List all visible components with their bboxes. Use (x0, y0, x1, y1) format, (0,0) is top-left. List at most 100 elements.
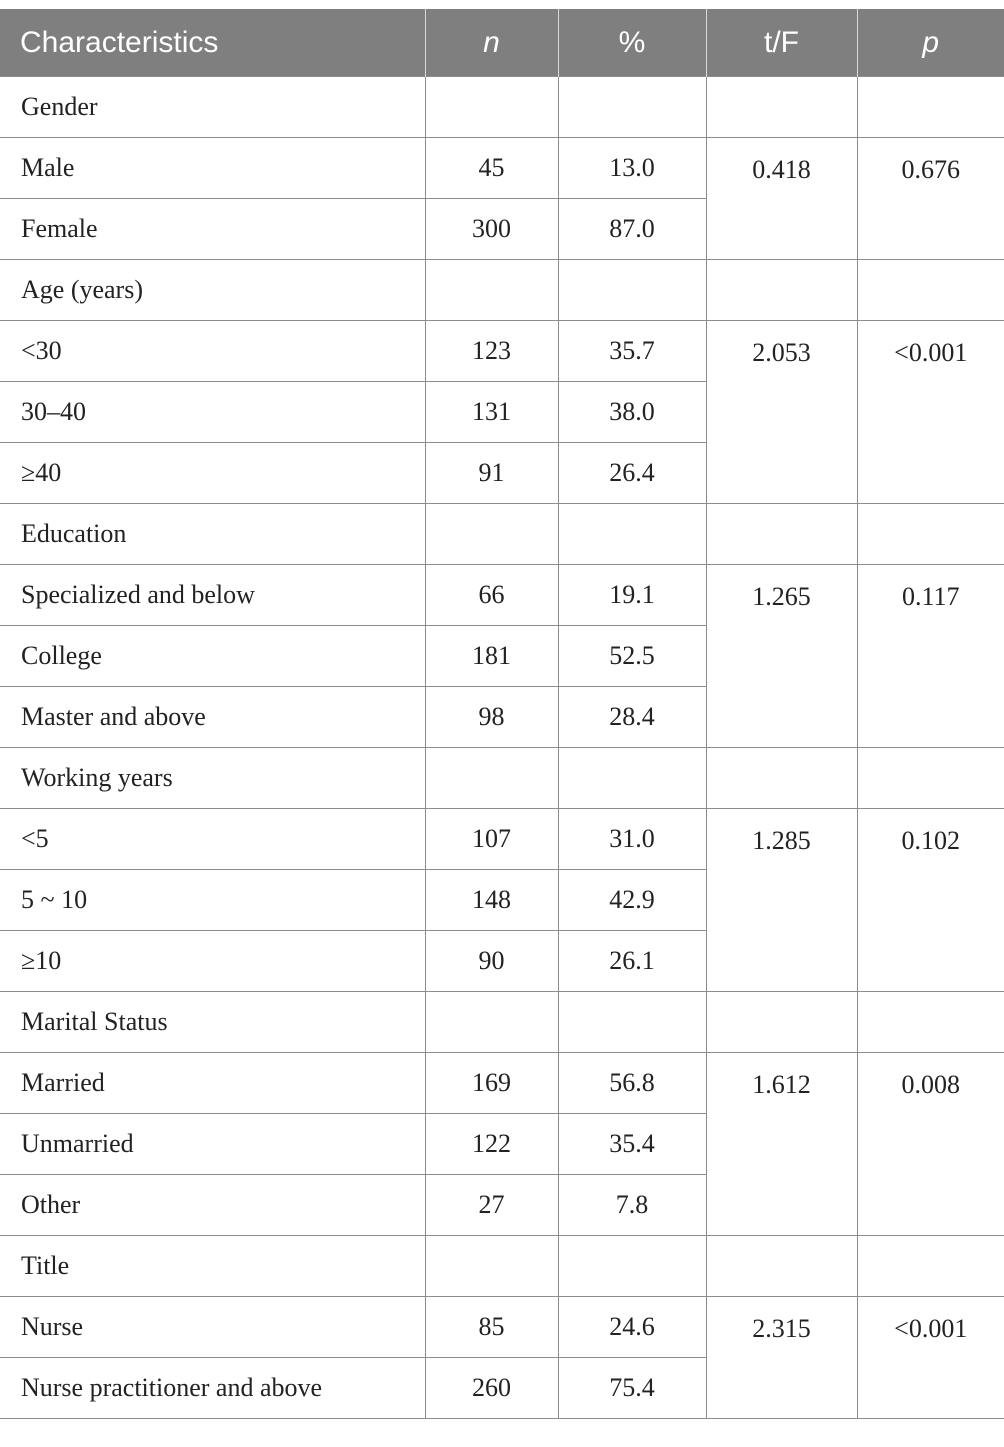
table-body: Gender Male 45 13.0 0.418 0.676 Female 300 87.0 A… (0, 76, 1004, 1419)
group-t-f-value: 2.053 (705, 320, 858, 504)
row-percent: 52.5 (557, 625, 706, 687)
empty-cell (557, 259, 707, 321)
row-n: 181 (424, 625, 559, 687)
row-label: Specialized and below (0, 564, 426, 626)
row-label: 30–40 (0, 381, 426, 443)
row-label: 5 ~ 10 (0, 869, 426, 931)
empty-cell (557, 747, 707, 809)
empty-cell (557, 76, 707, 138)
row-label: Married (0, 1052, 426, 1114)
row-percent: 87.0 (557, 198, 706, 260)
empty-cell (705, 747, 858, 809)
table-row: 30–40 131 38.0 (0, 381, 1004, 443)
row-n: 300 (424, 198, 559, 260)
row-percent: 42.9 (557, 869, 706, 931)
group-t-f-value: 0.418 (705, 137, 858, 260)
row-percent: 24.6 (557, 1296, 707, 1358)
row-n: 131 (424, 381, 559, 443)
empty-cell (856, 747, 1004, 809)
empty-cell (557, 1235, 707, 1297)
row-n: 27 (424, 1174, 559, 1236)
row-label: Master and above (0, 686, 426, 748)
row-n: 90 (424, 930, 559, 992)
row-percent: 35.4 (557, 1113, 706, 1175)
empty-cell (557, 503, 707, 565)
row-n: 107 (424, 808, 559, 870)
empty-cell (856, 259, 1004, 321)
header-percent: % (557, 9, 706, 77)
table-row: Female 300 87.0 (0, 198, 1004, 260)
group-header-row: Gender (0, 76, 1004, 138)
group-header-row: Education (0, 503, 1004, 565)
empty-cell (856, 76, 1004, 138)
group-t-f-value: 1.612 (705, 1052, 858, 1236)
header-t-f: t/F (705, 9, 857, 77)
group-p-value: <0.001 (856, 1296, 1004, 1419)
group-title: Gender (0, 76, 426, 138)
empty-cell (705, 76, 858, 138)
empty-cell (424, 259, 559, 321)
row-label: Other (0, 1174, 426, 1236)
table-row: <30 123 35.7 2.053 <0.001 (0, 320, 1004, 504)
row-label: <30 (0, 320, 426, 382)
row-percent: 13.0 (557, 137, 707, 199)
row-n: 169 (424, 1052, 559, 1114)
group-p-value: <0.001 (856, 320, 1004, 504)
table-row: <5 107 31.0 1.285 0.102 (0, 808, 1004, 992)
row-percent: 35.7 (557, 320, 707, 382)
empty-cell (557, 991, 707, 1053)
group-p-value: 0.117 (856, 564, 1004, 748)
group-t-f-value: 1.285 (705, 808, 858, 992)
row-label: Female (0, 198, 426, 260)
row-percent: 56.8 (557, 1052, 707, 1114)
group-title: Title (0, 1235, 426, 1297)
row-percent: 28.4 (557, 686, 706, 748)
row-n: 85 (424, 1296, 559, 1358)
header-p: p (856, 9, 1004, 77)
row-n: 122 (424, 1113, 559, 1175)
row-label: ≥40 (0, 442, 426, 504)
row-label: <5 (0, 808, 426, 870)
table-row: Male 45 13.0 0.418 0.676 (0, 137, 1004, 260)
row-percent: 31.0 (557, 808, 707, 870)
empty-cell (424, 747, 559, 809)
table-row: ≥40 91 26.4 (0, 442, 1004, 504)
group-title: Marital Status (0, 991, 426, 1053)
empty-cell (424, 991, 559, 1053)
group-p-value: 0.676 (856, 137, 1004, 260)
group-header-row: Marital Status (0, 991, 1004, 1053)
row-label: ≥10 (0, 930, 426, 992)
group-header-row: Working years (0, 747, 1004, 809)
row-label: Unmarried (0, 1113, 426, 1175)
table-row: Master and above 98 28.4 (0, 686, 1004, 748)
table-row: College 181 52.5 (0, 625, 1004, 687)
table-row: Nurse 85 24.6 2.315 <0.001 (0, 1296, 1004, 1419)
empty-cell (705, 259, 858, 321)
row-percent: 7.8 (557, 1174, 706, 1236)
row-n: 98 (424, 686, 559, 748)
table-row: Specialized and below 66 19.1 1.265 0.117 (0, 564, 1004, 748)
row-n: 66 (424, 564, 559, 626)
empty-cell (424, 503, 559, 565)
empty-cell (705, 503, 858, 565)
row-n: 148 (424, 869, 559, 931)
group-t-f-value: 1.265 (705, 564, 858, 748)
row-percent: 19.1 (557, 564, 707, 626)
group-p-value: 0.008 (856, 1052, 1004, 1236)
row-n: 45 (424, 137, 559, 199)
group-title: Education (0, 503, 426, 565)
group-title: Working years (0, 747, 426, 809)
table-row: Unmarried 122 35.4 (0, 1113, 1004, 1175)
row-percent: 26.1 (557, 930, 706, 992)
empty-cell (424, 1235, 559, 1297)
header-row: Characteristics n % t/F p (0, 9, 1004, 77)
table-row: Other 27 7.8 (0, 1174, 1004, 1236)
empty-cell (856, 503, 1004, 565)
table-row: ≥10 90 26.1 (0, 930, 1004, 992)
row-n: 260 (424, 1357, 559, 1419)
table-row: 5 ~ 10 148 42.9 (0, 869, 1004, 931)
row-percent: 26.4 (557, 442, 706, 504)
group-header-row: Title (0, 1235, 1004, 1297)
header-n: n (424, 9, 558, 77)
group-header-row: Age (years) (0, 259, 1004, 321)
